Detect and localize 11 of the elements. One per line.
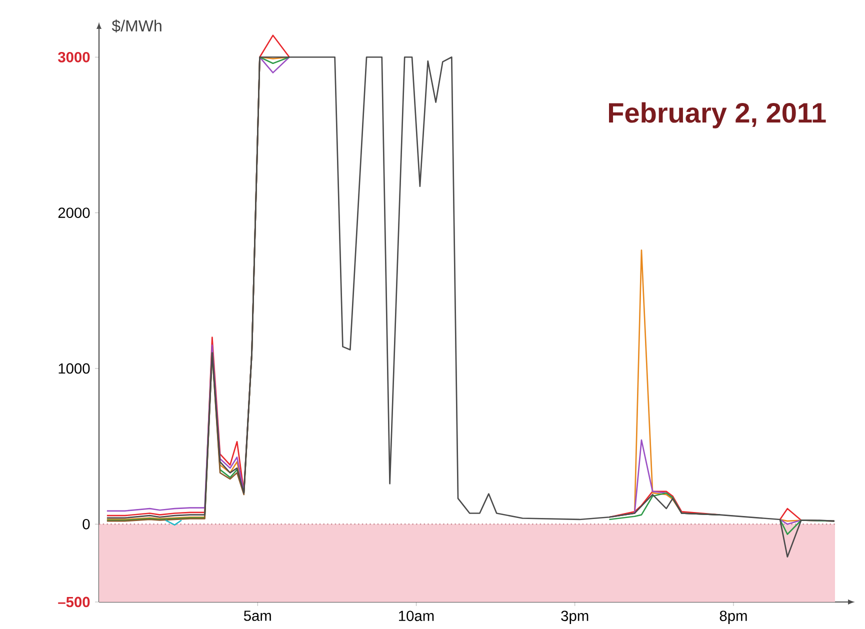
y-tick-label: 1000	[58, 363, 90, 374]
y-tick-label: –500	[58, 596, 90, 608]
y-tick-label: 3000	[58, 52, 90, 62]
x-tick-label: 8pm	[720, 610, 747, 624]
x-tick-label: 10am	[399, 610, 434, 622]
y-tick-label: 0	[82, 518, 90, 530]
x-tick-label: 3pm	[561, 610, 588, 624]
annotation: February 2, 2011	[609, 102, 826, 128]
y-axis-title: $/MWh	[112, 20, 162, 32]
x-tick-label: 5am	[244, 610, 271, 621]
y-tick-label: 2000	[58, 208, 90, 218]
